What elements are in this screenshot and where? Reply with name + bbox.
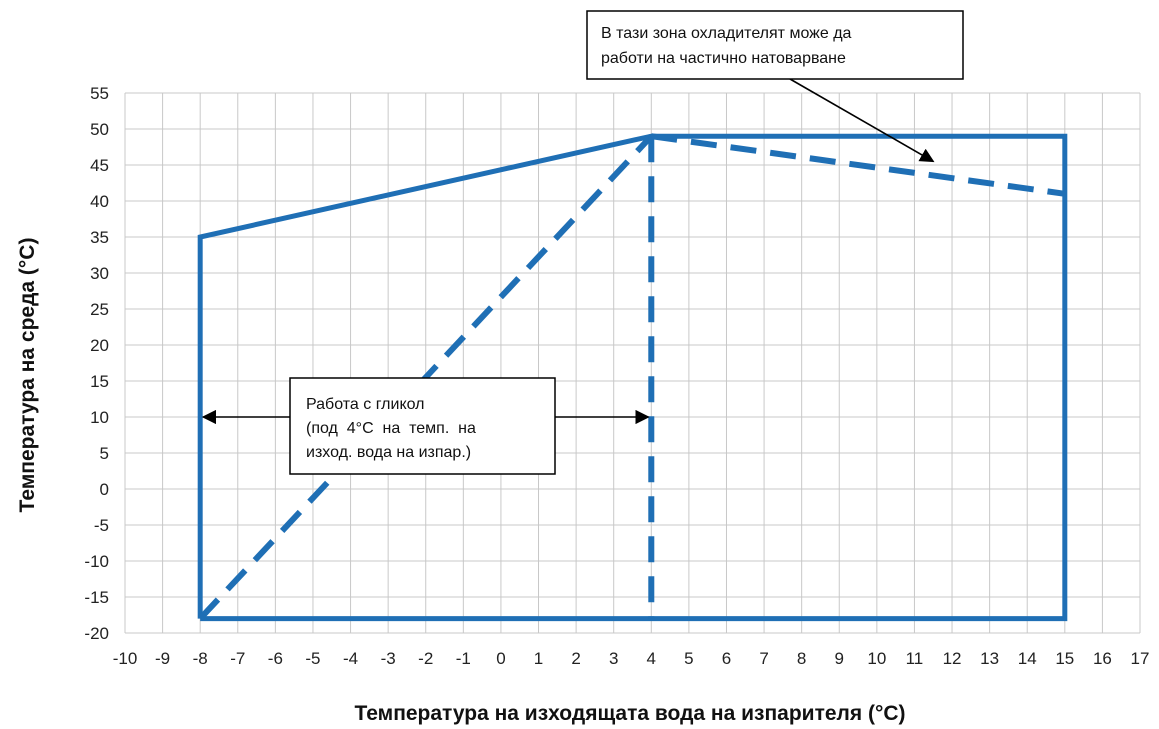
x-tick-label: 13	[980, 649, 999, 668]
x-tick-label: 5	[684, 649, 693, 668]
y-tick-label: -10	[84, 552, 109, 571]
x-tick-label: 6	[722, 649, 731, 668]
y-tick-label: 40	[90, 192, 109, 211]
grid	[124, 92, 1141, 634]
x-tick-label: -6	[268, 649, 283, 668]
annotation-text: работи на частично натоварване	[601, 50, 846, 67]
x-tick-label: 2	[571, 649, 580, 668]
y-tick-label: 35	[90, 228, 109, 247]
y-tick-label: 30	[90, 264, 109, 283]
partial-load-boundary-line-3	[650, 133, 1066, 197]
x-tick-label: 11	[906, 649, 924, 668]
y-tick-label: 45	[90, 156, 109, 175]
x-tick-label: -1	[456, 649, 471, 668]
annotation-text: (под 4°C на темп. на	[306, 420, 476, 437]
x-tick-label: -3	[381, 649, 396, 668]
x-tick-label: 15	[1055, 649, 1074, 668]
annotation-text: Работа с гликол	[306, 396, 425, 413]
x-tick-label: 12	[943, 649, 962, 668]
x-tick-label: 17	[1131, 649, 1150, 668]
y-tick-label: 5	[100, 444, 109, 463]
annotation-text: изход. вода на изпар.)	[306, 444, 471, 461]
x-tick-label: -10	[113, 649, 138, 668]
x-tick-label: -7	[230, 649, 245, 668]
x-tick-label: -5	[305, 649, 320, 668]
y-tick-label: -20	[84, 624, 109, 643]
x-tick-label: 3	[609, 649, 618, 668]
tick-labels: -10 -9 -8 -7 -6 -5 -4 -3 -2 -1 0 1 2 3 4 5 6 7 8 9 10 11 12 13 1…	[84, 84, 1149, 668]
annotation-box-glycol	[289, 377, 556, 475]
annotation-box-partial-load	[586, 10, 964, 80]
x-axis-title: Температура на изходящата вода на изпари…	[354, 702, 905, 725]
y-tick-label: 10	[90, 408, 109, 427]
x-tick-label: 4	[647, 649, 656, 668]
y-tick-label: 55	[90, 84, 109, 103]
x-tick-label: 9	[835, 649, 844, 668]
x-tick-label: -8	[193, 649, 208, 668]
y-tick-label: 20	[90, 336, 109, 355]
y-tick-label: 50	[90, 120, 109, 139]
x-tick-label: -4	[343, 649, 358, 668]
x-tick-label: 1	[534, 649, 543, 668]
x-tick-label: -9	[155, 649, 170, 668]
x-tick-label: 14	[1018, 649, 1037, 668]
operating-envelope-line	[197, 133, 1068, 622]
x-tick-label: 0	[496, 649, 505, 668]
x-tick-label: 10	[867, 649, 886, 668]
y-axis-title: Температура на среда (°C)	[16, 238, 39, 513]
annotation-arrow	[789, 78, 935, 163]
y-tick-label: 0	[100, 480, 109, 499]
annotation-text: В тази зона охладителят може да	[601, 25, 852, 42]
x-tick-label: 8	[797, 649, 806, 668]
y-tick-label: 25	[90, 300, 109, 319]
x-tick-label: -2	[418, 649, 433, 668]
y-tick-label: 15	[90, 372, 109, 391]
x-tick-label: 16	[1093, 649, 1112, 668]
annotations: В тази зона охладителят може да работи на…	[201, 10, 964, 475]
y-tick-label: -15	[84, 588, 109, 607]
y-tick-label: -5	[94, 516, 109, 535]
x-tick-label: 7	[759, 649, 768, 668]
